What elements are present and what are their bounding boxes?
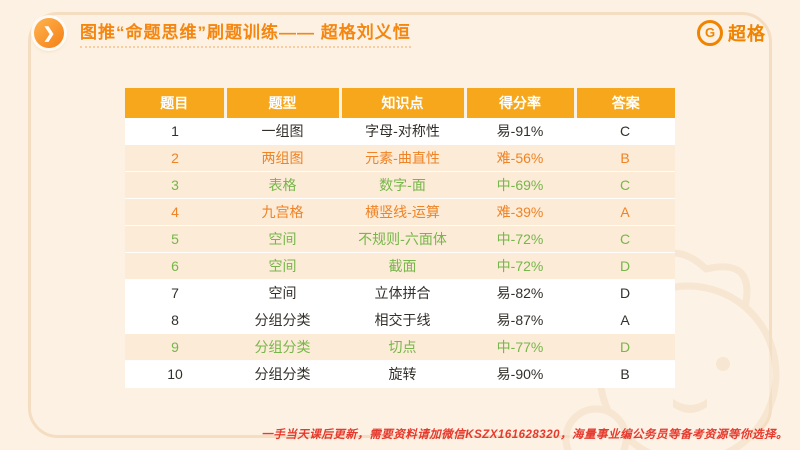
cell-rate: 中-72% <box>465 252 575 280</box>
cell-knowledge: 数字-面 <box>340 171 465 199</box>
col-header-question: 题目 <box>125 88 227 118</box>
col-header-answer: 答案 <box>575 88 675 118</box>
col-header-knowledge: 知识点 <box>340 88 467 118</box>
cell-answer: A <box>575 306 675 334</box>
decorative-frame <box>28 12 772 438</box>
table-row: 10 分组分类 旋转 易-90% B <box>125 360 675 388</box>
table-row: 1 一组图 字母-对称性 易-91% C <box>125 118 675 145</box>
cell-rate: 易-90% <box>465 360 575 388</box>
cell-type: 九宫格 <box>225 198 340 226</box>
cell-answer: D <box>575 279 675 307</box>
cell-type: 空间 <box>225 252 340 280</box>
cell-question: 8 <box>125 306 225 334</box>
cell-answer: B <box>575 144 675 172</box>
page-title: 图推“命题思维”刷题训练—— 超格刘义恒 <box>80 18 411 48</box>
cell-type: 两组图 <box>225 144 340 172</box>
cell-answer: C <box>575 171 675 199</box>
cell-knowledge: 旋转 <box>340 360 465 388</box>
cell-knowledge: 元素-曲直性 <box>340 144 465 172</box>
brand-logo: G 超格 <box>697 20 766 46</box>
table-row: 8 分组分类 相交于线 易-87% A <box>125 306 675 334</box>
cell-question: 7 <box>125 279 225 307</box>
cell-question: 1 <box>125 118 225 145</box>
cell-rate: 易-91% <box>465 118 575 145</box>
cell-question: 10 <box>125 360 225 388</box>
cell-answer: C <box>575 225 675 253</box>
cell-knowledge: 立体拼合 <box>340 279 465 307</box>
cell-question: 4 <box>125 198 225 226</box>
cell-answer: A <box>575 198 675 226</box>
cell-answer: B <box>575 360 675 388</box>
cell-question: 2 <box>125 144 225 172</box>
cell-rate: 中-69% <box>465 171 575 199</box>
cell-answer: D <box>575 333 675 361</box>
cell-type: 分组分类 <box>225 306 340 334</box>
cell-question: 6 <box>125 252 225 280</box>
score-table: 题目 题型 知识点 得分率 答案 1 一组图 字母-对称性 易-91% C 2 <box>125 88 675 388</box>
cell-type: 一组图 <box>225 118 340 145</box>
col-header-type: 题型 <box>225 88 342 118</box>
table-row: 9 分组分类 切点 中-77% D <box>125 333 675 361</box>
table-row: 3 表格 数字-面 中-69% C <box>125 171 675 199</box>
col-header-rate: 得分率 <box>465 88 577 118</box>
cell-knowledge: 横竖线-运算 <box>340 198 465 226</box>
cell-type: 空间 <box>225 279 340 307</box>
table-row: 6 空间 截面 中-72% D <box>125 252 675 280</box>
cell-answer: C <box>575 118 675 145</box>
mascot-mouth <box>673 399 707 413</box>
cell-knowledge: 字母-对称性 <box>340 118 465 145</box>
cell-type: 分组分类 <box>225 360 340 388</box>
cell-rate: 易-82% <box>465 279 575 307</box>
table-row: 2 两组图 元素-曲直性 难-56% B <box>125 144 675 172</box>
table-row: 7 空间 立体拼合 易-82% D <box>125 279 675 307</box>
cell-rate: 中-77% <box>465 333 575 361</box>
cell-type: 空间 <box>225 225 340 253</box>
table-header: 题目 题型 知识点 得分率 答案 <box>125 88 675 118</box>
cell-knowledge: 不规则-六面体 <box>340 225 465 253</box>
cell-rate: 难-39% <box>465 198 575 226</box>
mascot-paw <box>562 405 630 450</box>
arrow-badge-icon: ❯ <box>34 18 64 48</box>
chevron-right-icon: ❯ <box>42 25 56 42</box>
cell-rate: 中-72% <box>465 225 575 253</box>
cell-knowledge: 相交于线 <box>340 306 465 334</box>
table-row: 5 空间 不规则-六面体 中-72% C <box>125 225 675 253</box>
cell-question: 3 <box>125 171 225 199</box>
cell-type: 分组分类 <box>225 333 340 361</box>
cell-question: 9 <box>125 333 225 361</box>
cell-knowledge: 截面 <box>340 252 465 280</box>
brand-logo-text: 超格 <box>728 24 766 44</box>
cell-answer: D <box>575 252 675 280</box>
cell-rate: 易-87% <box>465 306 575 334</box>
cell-question: 5 <box>125 225 225 253</box>
header-bar: ❯ 图推“命题思维”刷题训练—— 超格刘义恒 G 超格 <box>34 16 766 50</box>
cell-type: 表格 <box>225 171 340 199</box>
cell-rate: 难-56% <box>465 144 575 172</box>
footer-notice: 一手当天课后更新，需要资料请加微信KSZX161628320，海量事业编公务员等… <box>261 429 788 441</box>
cell-knowledge: 切点 <box>340 333 465 361</box>
mascot-eye-right <box>716 357 730 371</box>
table-row: 4 九宫格 横竖线-运算 难-39% A <box>125 198 675 226</box>
brand-logo-icon: G <box>697 20 723 46</box>
